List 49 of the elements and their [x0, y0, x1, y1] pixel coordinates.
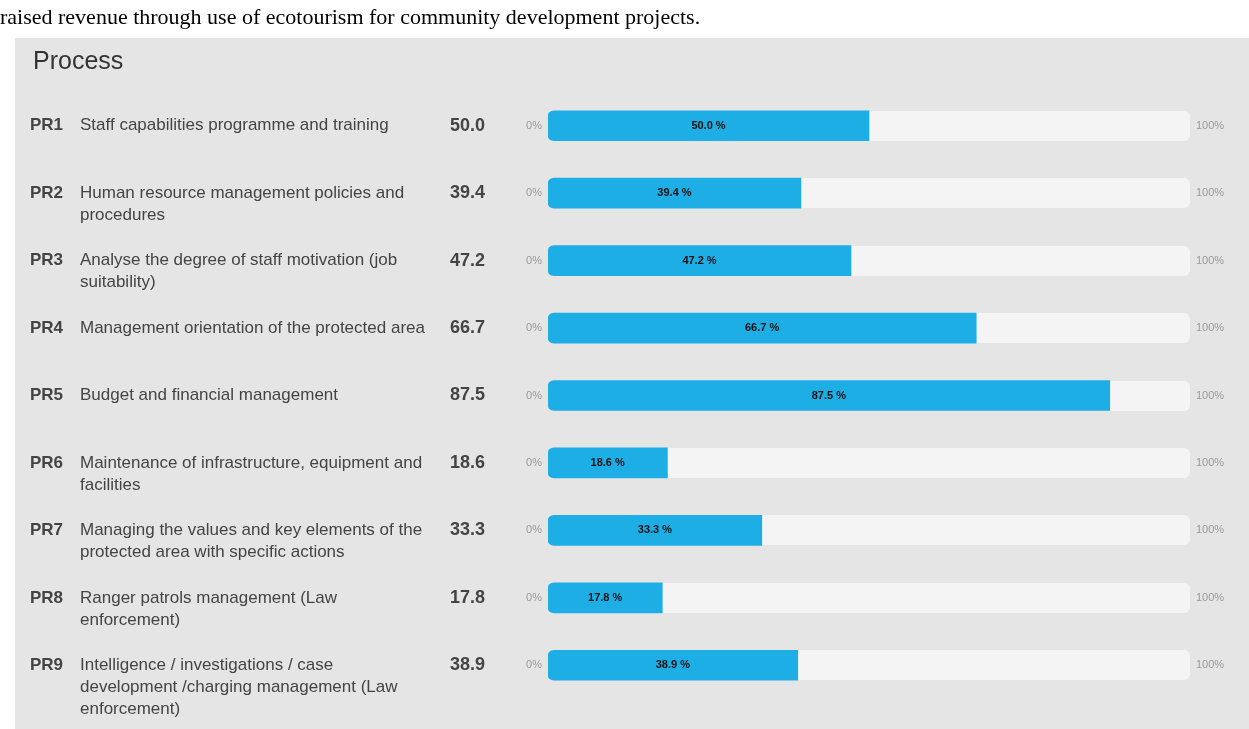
text: 47.2	[450, 249, 486, 270]
text: 0%	[526, 590, 542, 603]
text: 0%	[526, 321, 542, 334]
text: 0%	[526, 118, 543, 131]
text: 50.0	[450, 114, 486, 135]
text: 0%	[526, 388, 542, 401]
y-tick-label: PR4 Management orientation of the protected area	[30, 317, 426, 337]
data-label: 38.9 %	[655, 658, 691, 671]
text: 39.4	[450, 182, 486, 203]
text: 100%	[1196, 388, 1225, 401]
text: 100%	[1196, 321, 1225, 334]
text: 0%	[526, 455, 542, 468]
text: 0%	[526, 186, 542, 199]
y-tick-label: PR8 Ranger patrols management (Law enforcement)	[30, 587, 338, 629]
bar	[548, 447, 668, 479]
y-tick-label: PR6 Maintenance of infrastructure, equipment and facilities	[30, 452, 423, 494]
text: 100%	[1196, 186, 1225, 199]
text: 18.6	[450, 451, 486, 472]
text: raised revenue through use of ecotourism for community development projects.	[0, 4, 701, 30]
text: 17.8	[450, 586, 486, 607]
text: 0%	[526, 523, 542, 536]
text: 100%	[1196, 523, 1225, 536]
data-label: 47.2 %	[682, 253, 717, 266]
text: 66.7	[450, 317, 486, 338]
data-label: 17.8 %	[588, 590, 623, 603]
y-tick-label: PR2 Human resource management policies and procedures	[30, 182, 405, 224]
text: 0%	[526, 253, 542, 266]
text: 100%	[1196, 590, 1225, 603]
text: 0%	[526, 658, 542, 671]
data-label: 87.5 %	[811, 388, 847, 401]
text: 100%	[1196, 118, 1225, 131]
y-tick-label: PR5 Budget and financial management	[30, 385, 339, 405]
y-tick-label: PR1 Staff capabilities programme and training	[30, 115, 389, 135]
y-tick-label: PR7 Managing the values and key elements of the protected area with specific actions	[30, 520, 423, 562]
data-label: 66.7 %	[744, 321, 780, 334]
data-label: 50.0 %	[691, 118, 726, 131]
bar	[548, 582, 663, 614]
y-tick-label: PR9 Intelligence / investigations / case development /charging management (Law enforcement)	[30, 654, 399, 718]
text: 100%	[1196, 658, 1225, 671]
data-label: 18.6 %	[590, 455, 626, 468]
text: 100%	[1196, 253, 1225, 266]
y-tick-label: PR3 Analyse the degree of staff motivation (job suitability)	[30, 250, 398, 292]
text: 87.5	[450, 384, 486, 405]
text: Process	[33, 46, 124, 75]
text: 100%	[1196, 455, 1225, 468]
data-label: 33.3 %	[637, 523, 673, 536]
data-label: 39.4 %	[657, 186, 692, 199]
text: 38.9	[450, 654, 486, 675]
text: 33.3	[450, 519, 486, 540]
